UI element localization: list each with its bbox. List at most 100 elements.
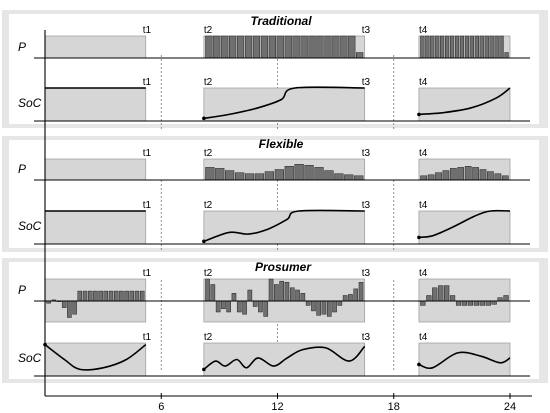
- soc-availability-box: [418, 342, 511, 377]
- power-bar: [215, 168, 225, 181]
- power-bar: [354, 175, 364, 181]
- window-start-label: t4: [419, 25, 428, 36]
- soc-axis-label: SoC: [18, 96, 42, 110]
- power-bar: [449, 35, 455, 59]
- power-bar: [469, 35, 474, 59]
- soc-availability-box: [418, 87, 511, 122]
- power-bar: [342, 295, 348, 302]
- power-bar: [358, 282, 364, 302]
- power-bar: [314, 167, 324, 181]
- power-bar: [87, 290, 93, 302]
- power-bar: [442, 170, 450, 181]
- window-start-label: t2: [204, 25, 213, 36]
- power-bar: [229, 35, 237, 59]
- window-1: t3 t3 t2 t2: [202, 268, 371, 377]
- window-start-label: t2: [204, 148, 213, 159]
- power-bar: [244, 173, 255, 181]
- power-bar: [268, 278, 274, 302]
- power-bar: [464, 35, 470, 59]
- power-availability-box: [44, 158, 147, 181]
- power-bar: [435, 35, 440, 59]
- window-start-label: t2: [204, 200, 213, 211]
- power-bar: [348, 294, 353, 302]
- power-bar: [231, 293, 237, 302]
- window-end-label: t1: [143, 25, 152, 36]
- power-bar: [487, 171, 494, 181]
- soc-start-dot: [417, 235, 421, 240]
- power-bar: [274, 169, 284, 181]
- power-bar: [124, 290, 129, 302]
- power-bar: [344, 174, 354, 181]
- power-bar: [326, 300, 332, 317]
- panel-prosumer: Prosumer P SoC t1 t1 t3 t3 t2 t2 t4 t4: [2, 258, 548, 383]
- soc-axis-label: SoC: [18, 351, 42, 365]
- window-2: t4 t4: [417, 148, 511, 245]
- power-bar: [494, 35, 499, 59]
- power-bar: [284, 35, 292, 59]
- power-bar: [205, 35, 213, 59]
- p-axis-label: P: [18, 40, 26, 54]
- x-tick-label: 12: [271, 401, 283, 413]
- power-bar: [103, 290, 109, 302]
- power-bar: [457, 167, 465, 181]
- power-bar: [461, 300, 468, 306]
- power-bar: [503, 295, 509, 302]
- power-bar: [304, 165, 314, 181]
- power-bar: [254, 173, 265, 181]
- power-bar: [289, 287, 295, 302]
- soc-curve: [203, 345, 366, 371]
- power-bar: [353, 288, 359, 302]
- window-end-label: t3: [362, 332, 371, 343]
- power-bar: [472, 167, 479, 181]
- power-bar: [425, 35, 430, 59]
- power-bar: [467, 300, 473, 306]
- power-bar: [485, 300, 491, 306]
- soc-curve: [203, 86, 365, 120]
- power-bar: [435, 172, 442, 181]
- power-bar: [499, 35, 504, 59]
- soc-availability-box: [203, 210, 366, 245]
- power-bar: [348, 35, 356, 59]
- window-end-label: t1: [143, 200, 152, 211]
- power-bar: [93, 290, 98, 302]
- power-bar: [295, 289, 300, 302]
- panel-traditional: Traditional P SoC t1 t1 t3 t3 t2 t2 t4 t4: [2, 10, 548, 130]
- power-bar: [82, 290, 88, 302]
- power-bar: [484, 35, 489, 59]
- power-bar: [274, 284, 279, 302]
- window-start-label: t4: [419, 268, 428, 279]
- power-bar: [268, 35, 276, 59]
- soc-start-dot: [202, 239, 206, 244]
- soc-availability-box: [203, 87, 366, 122]
- power-bar: [108, 290, 114, 302]
- power-bar: [489, 35, 494, 59]
- soc-curve: [203, 209, 365, 243]
- soc-start-dot: [202, 367, 206, 372]
- power-bar: [221, 35, 229, 59]
- panel-title: Flexible: [259, 137, 304, 151]
- power-bar: [264, 171, 274, 181]
- power-bar: [252, 35, 261, 59]
- power-bar: [247, 289, 253, 302]
- power-bar: [464, 166, 472, 181]
- window-start-label: t2: [204, 332, 213, 343]
- window-end-label: t3: [362, 200, 371, 211]
- power-bar: [455, 300, 462, 306]
- power-bar: [252, 300, 258, 307]
- power-bar: [210, 284, 216, 302]
- window-end-label: t3: [362, 148, 371, 159]
- window-end-label: t1: [143, 148, 152, 159]
- power-bar: [260, 35, 269, 59]
- soc-start-dot: [417, 112, 421, 117]
- power-bar: [316, 300, 321, 316]
- power-bar: [427, 174, 435, 181]
- soc-start-dot: [417, 362, 421, 367]
- window-end-label: t3: [362, 77, 371, 88]
- power-bar: [420, 35, 425, 59]
- power-bar: [474, 35, 479, 59]
- power-bar: [284, 282, 290, 302]
- power-bar: [134, 290, 140, 302]
- window-start-label: t2: [204, 77, 213, 88]
- power-bar: [98, 290, 103, 302]
